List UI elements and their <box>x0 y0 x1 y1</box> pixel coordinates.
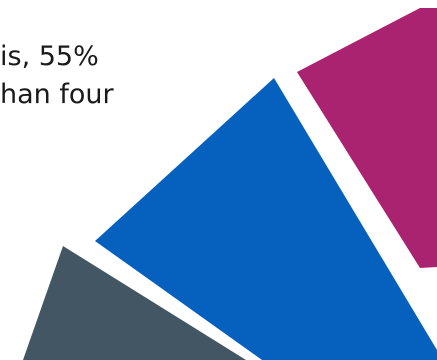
magenta-shape <box>297 8 437 268</box>
slate-shape <box>23 246 246 360</box>
text-line-1: is, 55% <box>0 41 99 72</box>
text-line-2: han four <box>0 79 114 110</box>
blue-shape <box>95 78 437 360</box>
